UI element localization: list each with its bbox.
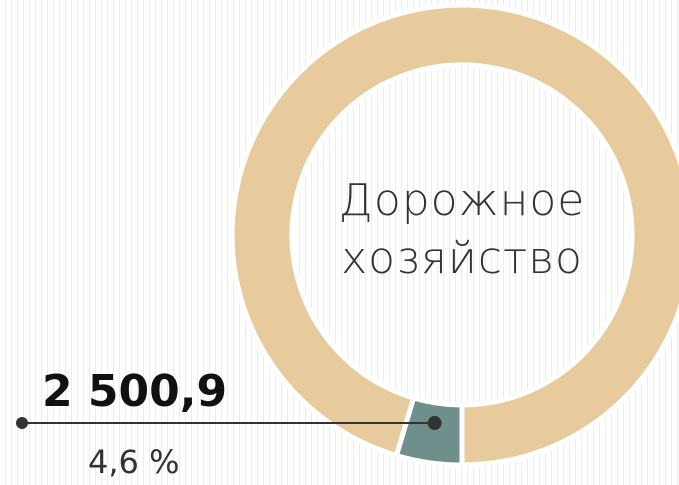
chart-title: Дорожное хозяйство [338, 175, 586, 284]
donut-segment [229, 2, 679, 468]
value-label: 4,6 % [88, 443, 180, 481]
leader-dot [427, 416, 442, 431]
amount-label: 2 500,9 [42, 366, 228, 417]
leader-dot [16, 417, 28, 430]
